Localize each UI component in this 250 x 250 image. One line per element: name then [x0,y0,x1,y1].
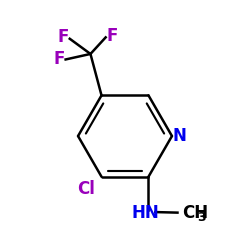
Text: CH: CH [182,204,208,222]
Text: F: F [53,50,64,68]
Text: F: F [58,28,69,46]
Text: F: F [106,27,118,45]
Text: Cl: Cl [78,180,95,198]
Text: 3: 3 [197,211,205,224]
Text: HN: HN [132,204,160,222]
Text: N: N [173,127,187,145]
